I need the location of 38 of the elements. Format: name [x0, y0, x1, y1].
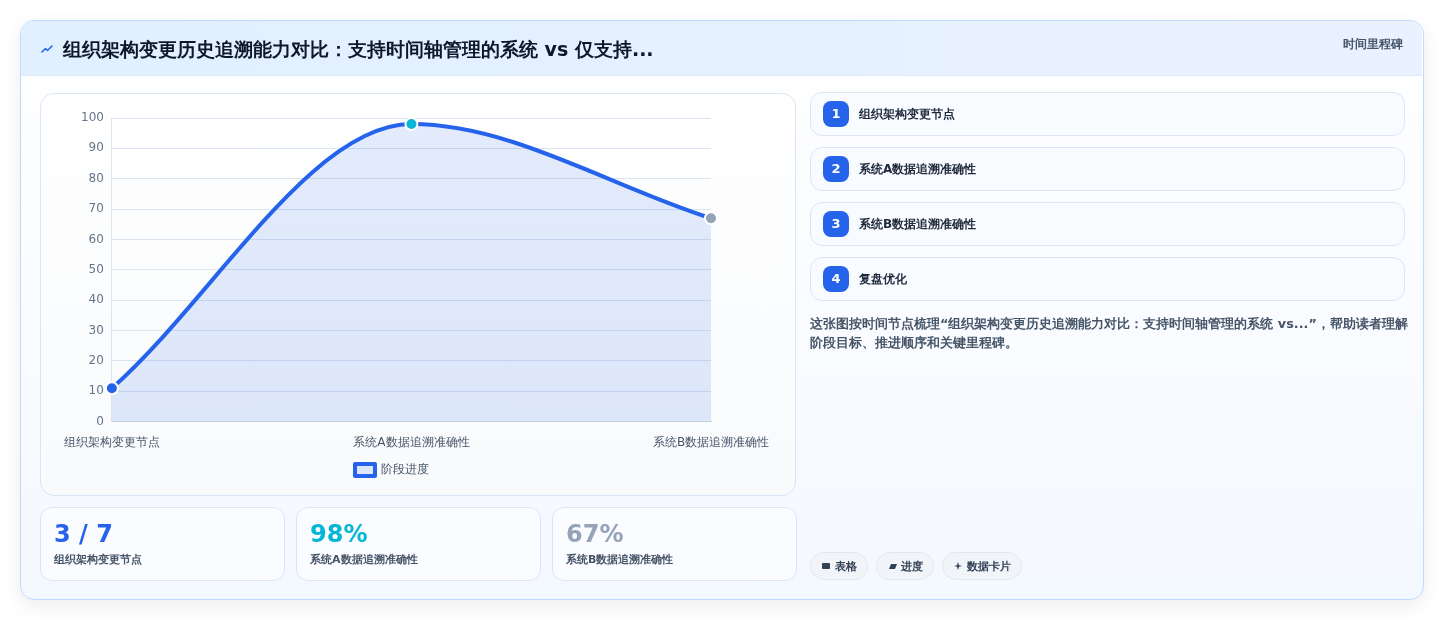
text: 数据卡片: [967, 558, 1011, 574]
y-tick-label: 70: [88, 201, 104, 216]
text: 系统B数据追溯准确性: [566, 553, 674, 567]
chart-title: 组织架构变更历史追溯能力对比：支持时间轴管理的系统 vs 仅支持...: [63, 37, 654, 62]
text: 组织架构变更节点: [54, 553, 142, 567]
point: [404, 118, 419, 132]
x-tick-label: 系统B数据追溯准确性: [652, 434, 770, 449]
text: 系统A数据追溯准确性: [310, 553, 418, 567]
y-tick-label: 0: [96, 413, 104, 428]
y-tick-label: 90: [88, 140, 104, 155]
text: 这张图按时间节点梳理“组织架构变更历史追溯能力对比：支持时间轴管理的系统 vs...”，帮助读者理解阶段目标、推进顺序和关键里程碑。: [810, 315, 1409, 352]
y-tick-label: 100: [81, 110, 104, 125]
text: 表格: [835, 558, 857, 574]
legend-label: 阶段进度: [381, 462, 429, 477]
point: [704, 211, 718, 226]
text: 系统A数据追溯准确性: [859, 161, 977, 177]
y-tick-label: 60: [88, 231, 104, 246]
text: 4: [823, 266, 849, 292]
text: 2: [823, 156, 849, 182]
text: 3: [823, 211, 849, 237]
text: 1: [823, 101, 849, 127]
text: 进度: [901, 558, 923, 574]
text: 复盘优化: [859, 271, 907, 287]
point: [104, 381, 119, 396]
y-tick-label: 50: [88, 261, 104, 276]
y-tick-label: 30: [88, 322, 104, 337]
text: 时间里程碑: [1343, 36, 1403, 52]
text: 系统B数据追溯准确性: [859, 216, 977, 232]
y-tick-label: 40: [88, 292, 104, 307]
y-tick-label: 80: [88, 170, 104, 185]
text: 组织架构变更节点: [859, 106, 955, 122]
x-tick-label: 组织架构变更节点: [63, 434, 160, 449]
y-tick-label: 20: [88, 353, 104, 368]
y-tick-label: 10: [88, 383, 104, 398]
text: 98%: [310, 520, 368, 548]
x-tick-label: 系统A数据追溯准确性: [353, 434, 470, 449]
text: 67%: [566, 520, 624, 548]
text: 3 / 7: [54, 520, 113, 548]
